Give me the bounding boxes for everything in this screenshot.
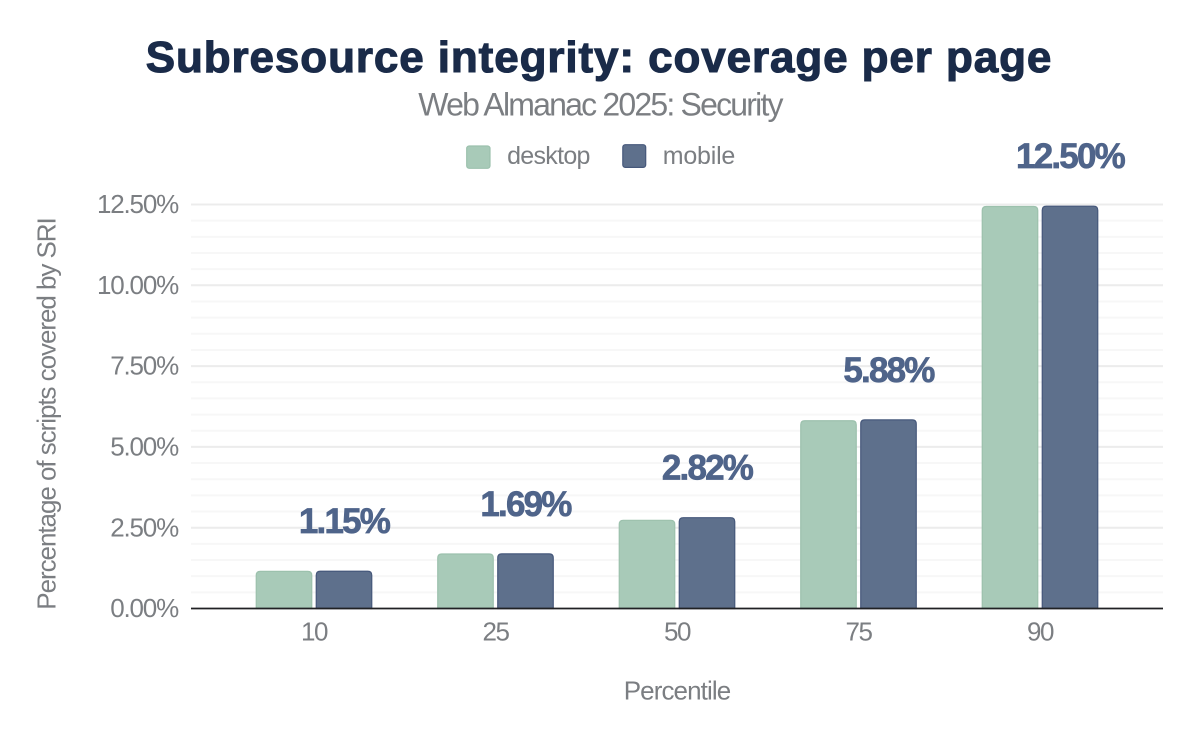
svg-text:0.00%: 0.00%	[110, 593, 179, 623]
svg-text:Percentile: Percentile	[624, 675, 731, 705]
svg-text:12.50%: 12.50%	[97, 189, 179, 219]
svg-text:10: 10	[301, 616, 328, 646]
svg-text:5.88%: 5.88%	[843, 351, 935, 390]
svg-text:mobile: mobile	[663, 142, 735, 170]
svg-text:7.50%: 7.50%	[110, 351, 179, 381]
svg-text:90: 90	[1027, 616, 1054, 646]
svg-text:Web Almanac 2025: Security: Web Almanac 2025: Security	[418, 86, 783, 122]
svg-text:1.69%: 1.69%	[480, 485, 572, 524]
svg-text:5.00%: 5.00%	[110, 432, 179, 462]
svg-text:50: 50	[664, 616, 691, 646]
svg-text:desktop: desktop	[507, 142, 590, 170]
svg-text:1.15%: 1.15%	[299, 502, 391, 541]
svg-text:2.50%: 2.50%	[110, 512, 179, 542]
svg-text:75: 75	[846, 616, 873, 646]
svg-text:Percentage of scripts covered: Percentage of scripts covered by SRI	[32, 218, 62, 609]
svg-text:25: 25	[483, 616, 510, 646]
svg-text:10.00%: 10.00%	[97, 270, 179, 300]
svg-text:12.50%: 12.50%	[1016, 137, 1126, 176]
svg-text:2.82%: 2.82%	[662, 449, 754, 488]
svg-text:Subresource integrity: coverag: Subresource integrity: coverage per page	[146, 33, 1053, 82]
